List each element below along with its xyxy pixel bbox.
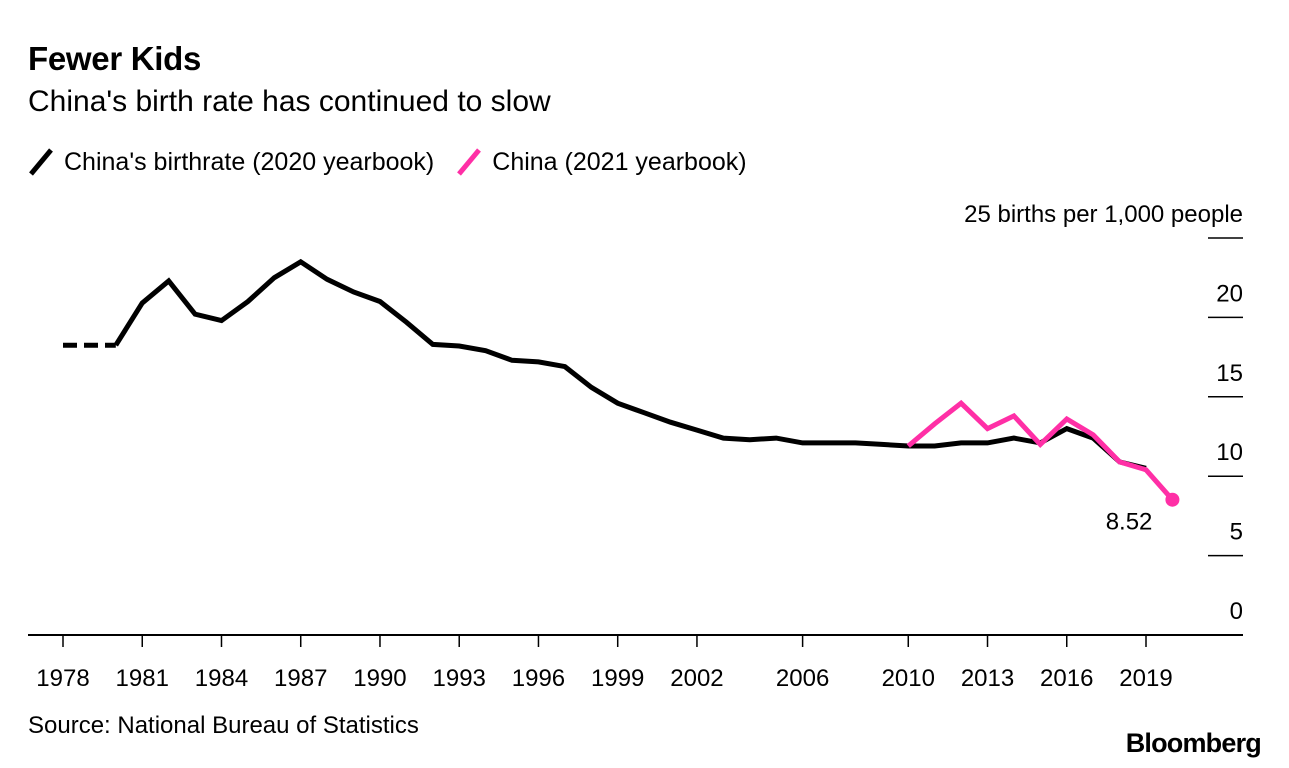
legend-label-2020-yearbook: China's birthrate (2020 yearbook) [64, 147, 435, 176]
y-tick-label-10: 10 [1216, 439, 1243, 466]
x-tick-label-2010: 2010 [882, 665, 935, 692]
annotation-label-0: 8.52 [1106, 509, 1153, 536]
y-tick-label-5: 5 [1230, 519, 1243, 546]
x-tick-label-1993: 1993 [433, 665, 486, 692]
bloomberg-logo: Bloomberg [1125, 728, 1262, 758]
series-line-1 [906, 399, 1175, 502]
chart-title: Fewer Kids [28, 40, 202, 77]
legend-item-2021-yearbook: China (2021 yearbook) [456, 147, 747, 177]
x-tick-label-2019: 2019 [1119, 665, 1172, 692]
x-tick-label-2013: 2013 [961, 665, 1014, 692]
x-tick-label-2002: 2002 [670, 665, 723, 692]
y-tick-label-15: 15 [1216, 360, 1243, 387]
legend-swatch-black [29, 148, 53, 176]
x-tick-label-1978: 1978 [36, 665, 89, 692]
x-tick-label-1984: 1984 [195, 665, 248, 692]
legend-swatch-pink [457, 148, 482, 176]
x-tick-label-1981: 1981 [116, 665, 169, 692]
y-tick-label-20: 20 [1216, 280, 1243, 307]
x-tick-label-1990: 1990 [353, 665, 406, 692]
source-note: Source: National Bureau of Statistics [28, 712, 419, 739]
x-tick-label-2006: 2006 [776, 665, 829, 692]
x-tick-label-2016: 2016 [1040, 665, 1093, 692]
legend-item-2020-yearbook: China's birthrate (2020 yearbook) [28, 147, 434, 177]
chart-subtitle: China's birth rate has continued to slow [28, 85, 551, 118]
x-tick-label-1987: 1987 [274, 665, 327, 692]
end-point-marker [1165, 492, 1180, 507]
legend-label-2021-yearbook: China (2021 yearbook) [492, 147, 747, 176]
y-tick-label-25: 25 births per 1,000 people [964, 201, 1243, 228]
legend: China's birthrate (2020 yearbook) China … [28, 145, 769, 179]
x-tick-label-1996: 1996 [512, 665, 565, 692]
series-line-0 [113, 258, 1147, 471]
x-tick-label-1999: 1999 [591, 665, 644, 692]
y-tick-label-0: 0 [1230, 598, 1243, 625]
